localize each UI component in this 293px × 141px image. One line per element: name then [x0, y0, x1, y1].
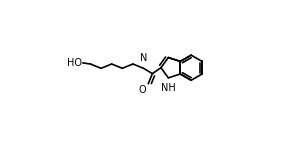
Text: NH: NH — [161, 83, 176, 93]
Text: N: N — [140, 53, 147, 63]
Text: HO: HO — [67, 58, 82, 68]
Text: O: O — [139, 85, 146, 95]
